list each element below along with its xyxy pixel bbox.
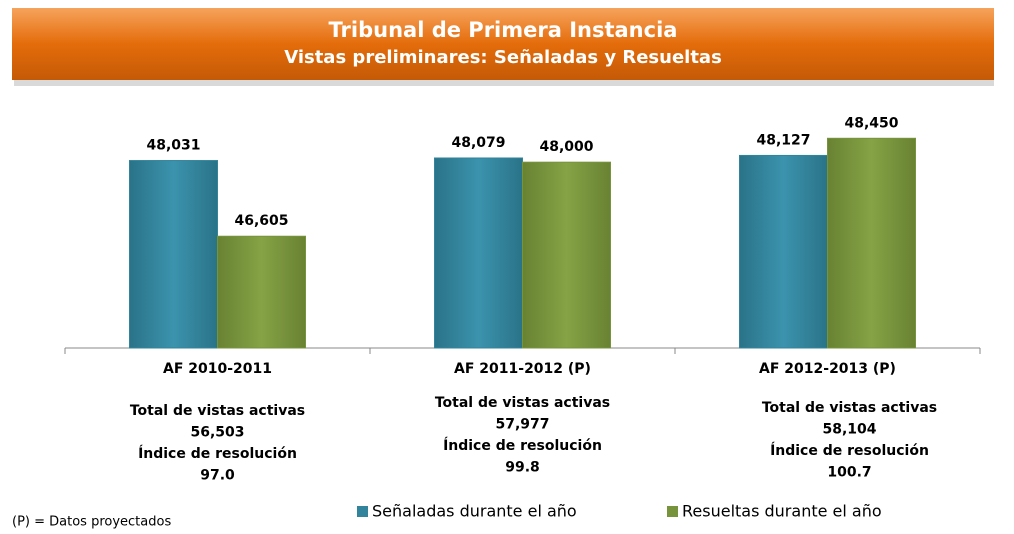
- footnote: (P) = Datos proyectados: [12, 515, 171, 530]
- category-note: 57,977: [495, 417, 549, 433]
- category-note: 58,104: [822, 422, 876, 438]
- x-tick-label: AF 2012-2013 (P): [759, 361, 896, 377]
- data-label: 46,605: [234, 213, 288, 229]
- bar: [522, 161, 611, 349]
- category-note: Total de vistas activas: [762, 400, 937, 416]
- header-band: [12, 8, 994, 80]
- category-note: Índice de resolución: [138, 445, 297, 462]
- x-tick-label: AF 2011-2012 (P): [454, 361, 591, 377]
- legend-label: Señaladas durante el año: [372, 502, 577, 521]
- category-note: Índice de resolución: [770, 442, 929, 459]
- bar: [129, 160, 218, 349]
- data-label: 48,000: [539, 139, 593, 155]
- legend-label: Resueltas durante el año: [682, 502, 882, 521]
- bar: [827, 137, 916, 349]
- legend-swatch: [667, 506, 678, 517]
- category-note: 56,503: [190, 425, 244, 441]
- bar: [739, 154, 828, 349]
- bar: [217, 235, 306, 349]
- chart-title: Tribunal de Primera Instancia: [329, 18, 678, 42]
- category-note: Índice de resolución: [443, 437, 602, 454]
- data-label: 48,031: [146, 138, 200, 154]
- category-note: Total de vistas activas: [435, 395, 610, 411]
- data-label: 48,127: [756, 132, 810, 148]
- category-note: 97.0: [200, 468, 235, 484]
- header-shadow: [14, 80, 994, 86]
- category-note: 100.7: [827, 465, 871, 481]
- category-note: 99.8: [505, 460, 540, 476]
- x-tick-label: AF 2010-2011: [163, 361, 272, 377]
- data-label: 48,450: [844, 115, 898, 131]
- data-label: 48,079: [451, 135, 505, 151]
- bar: [434, 157, 523, 349]
- chart-subtitle: Vistas preliminares: Señaladas y Resuelt…: [284, 47, 722, 68]
- legend-swatch: [357, 506, 368, 517]
- category-note: Total de vistas activas: [130, 403, 305, 419]
